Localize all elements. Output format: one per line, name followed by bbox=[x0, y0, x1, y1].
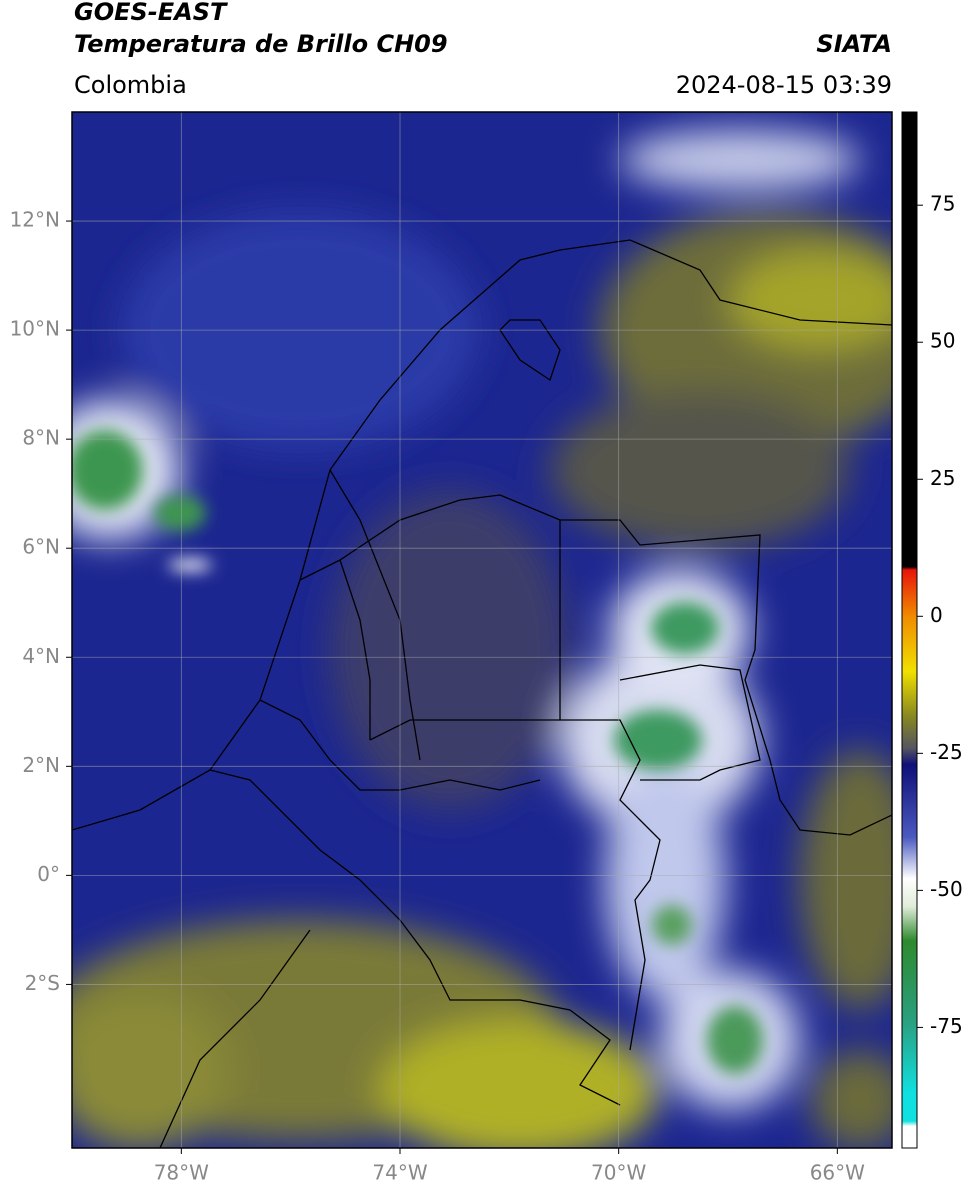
datetime-label: 2024-08-15 03:39 bbox=[676, 71, 892, 99]
lat-tick-label: 0° bbox=[37, 862, 60, 886]
colorbar-tick-label: 50 bbox=[930, 329, 955, 353]
colorbar-tick-label: 75 bbox=[930, 192, 955, 216]
lat-tick-label: 6°N bbox=[22, 535, 60, 559]
colorbar-tick-label: -50 bbox=[930, 877, 963, 901]
lon-tick-label: 66°W bbox=[810, 1161, 865, 1185]
source-label: SIATA bbox=[816, 30, 892, 58]
lat-tick-label: 4°N bbox=[22, 644, 60, 668]
map-frame bbox=[71, 111, 893, 1149]
colorbar-tick-label: -75 bbox=[930, 1014, 963, 1038]
lat-tick-label: 10°N bbox=[10, 317, 60, 341]
satellite-title: GOES-EAST bbox=[74, 0, 228, 26]
lat-tick-label: 2°N bbox=[22, 753, 60, 777]
lon-tick-label: 70°W bbox=[591, 1161, 646, 1185]
colorbar-tick-label: 25 bbox=[930, 466, 955, 490]
lon-tick-label: 74°W bbox=[372, 1161, 427, 1185]
colorbar-tick-label: 0 bbox=[930, 603, 943, 627]
satellite-image bbox=[72, 112, 892, 1148]
lat-tick-label: 8°N bbox=[22, 426, 60, 450]
lat-tick-label: 2°S bbox=[25, 971, 60, 995]
product-title: Temperatura de Brillo CH09 bbox=[74, 30, 448, 58]
lat-tick-label: 12°N bbox=[10, 208, 60, 232]
colorbar-tick-label: -25 bbox=[930, 740, 963, 764]
lon-tick-label: 78°W bbox=[154, 1161, 209, 1185]
colorbar bbox=[901, 111, 918, 1149]
region-label: Colombia bbox=[74, 71, 187, 99]
